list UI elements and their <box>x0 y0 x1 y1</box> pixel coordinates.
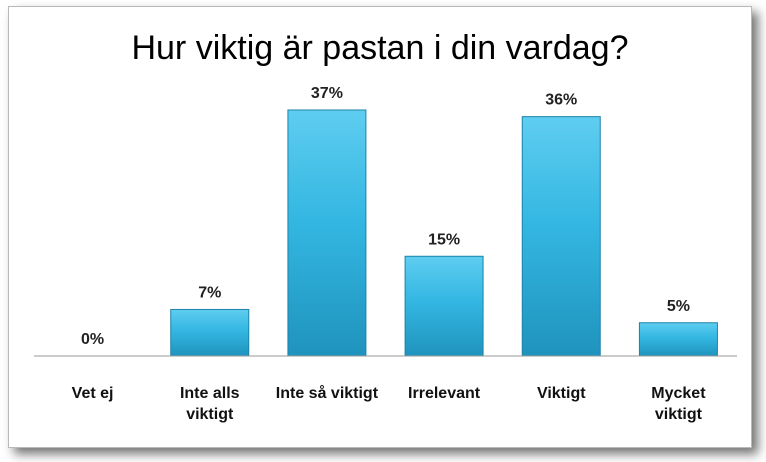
bars-group <box>170 109 718 357</box>
bar-1 <box>170 308 250 357</box>
category-labels-group: Vet ej Inte alls viktigt Inte så viktigt Irr… <box>72 384 707 423</box>
category-label-4: Viktigt <box>537 385 586 402</box>
bar-5 <box>638 322 718 357</box>
bar-4 <box>521 116 601 357</box>
bar-2 <box>287 109 367 357</box>
category-label-0: Vet ej <box>72 385 114 402</box>
data-label-4: 36% <box>545 92 577 109</box>
chart-frame: Hur viktig är pastan i din vardag? 0% 7% 3… <box>8 6 752 448</box>
bar-3 <box>404 255 484 357</box>
data-label-5: 5% <box>667 298 690 315</box>
category-label-2: Inte så viktigt <box>276 384 379 402</box>
category-label-5: Mycket viktigt <box>651 385 706 423</box>
data-label-1: 7% <box>198 284 221 301</box>
data-label-2: 37% <box>311 85 343 102</box>
data-label-3: 15% <box>428 231 460 248</box>
bar-chart: Hur viktig är pastan i din vardag? 0% 7% 3… <box>34 29 737 423</box>
data-label-0: 0% <box>81 331 104 348</box>
category-label-1: Inte alls viktigt <box>180 385 240 423</box>
data-labels-group: 0% 7% 37% 15% 36% 5% <box>81 85 690 348</box>
chart-title: Hur viktig är pastan i din vardag? <box>131 29 628 67</box>
category-label-3: Irrelevant <box>408 385 481 402</box>
